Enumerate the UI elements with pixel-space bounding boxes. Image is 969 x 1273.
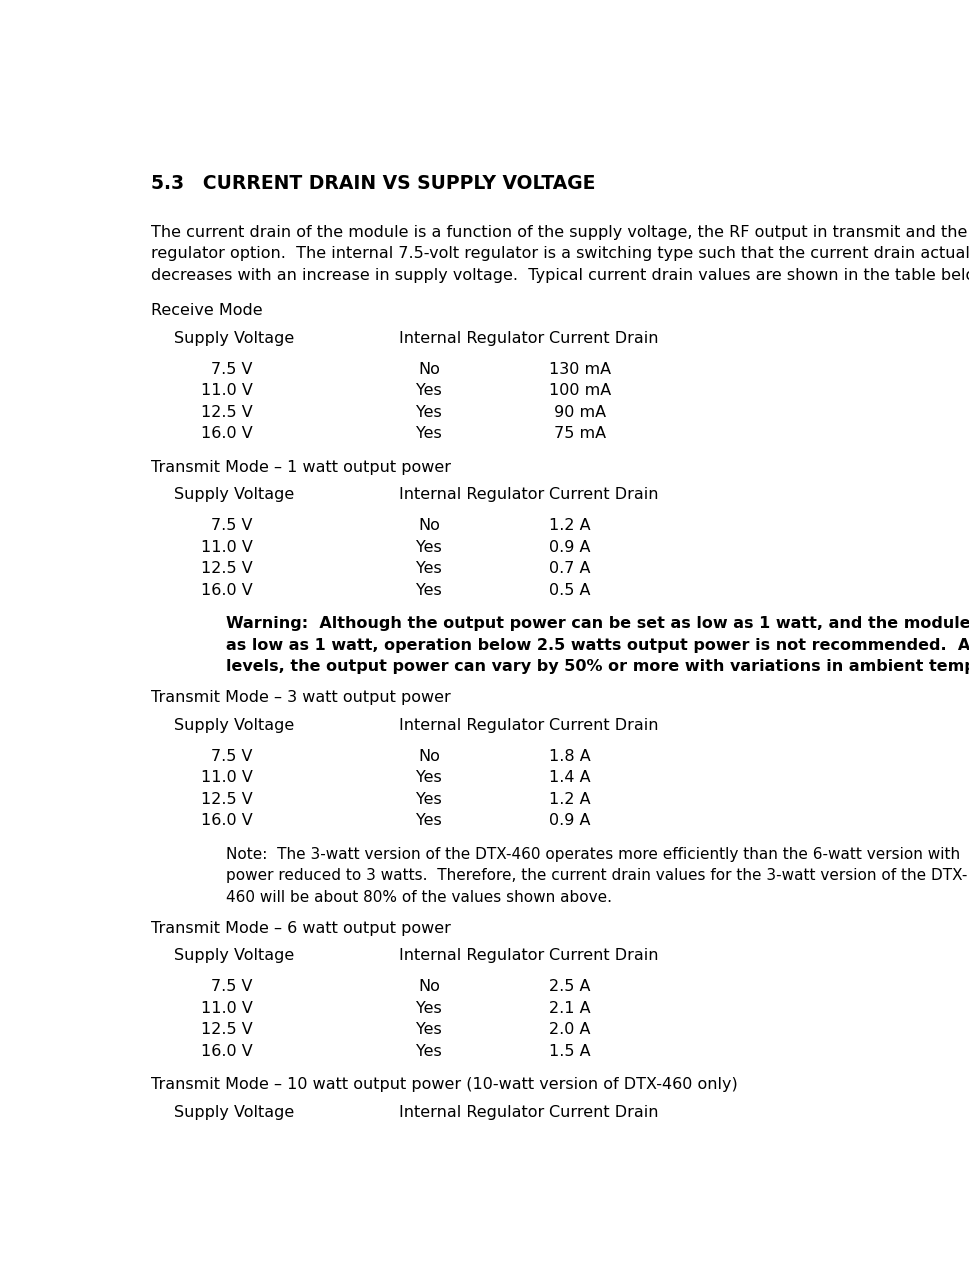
Text: power reduced to 3 watts.  Therefore, the current drain values for the 3-watt ve: power reduced to 3 watts. Therefore, the… [226,868,968,883]
Text: 11.0 V: 11.0 V [201,770,253,785]
Text: Internal Regulator: Internal Regulator [399,1105,545,1120]
Text: The current drain of the module is a function of the supply voltage, the RF outp: The current drain of the module is a fun… [151,224,967,239]
Text: No: No [418,518,440,533]
Text: 7.5 V: 7.5 V [211,362,253,377]
Text: regulator option.  The internal 7.5-volt regulator is a switching type such that: regulator option. The internal 7.5-volt … [151,246,969,261]
Text: 5.3 CURRENT DRAIN VS SUPPLY VOLTAGE: 5.3 CURRENT DRAIN VS SUPPLY VOLTAGE [151,174,596,193]
Text: Internal Regulator: Internal Regulator [399,488,545,503]
Text: 16.0 V: 16.0 V [201,1044,253,1059]
Text: Yes: Yes [416,770,442,785]
Text: Current Drain: Current Drain [549,1105,659,1120]
Text: No: No [418,362,440,377]
Text: Yes: Yes [416,792,442,807]
Text: Internal Regulator: Internal Regulator [399,331,545,346]
Text: 0.5 A: 0.5 A [549,583,591,598]
Text: 11.0 V: 11.0 V [201,383,253,398]
Text: 2.5 A: 2.5 A [549,979,591,994]
Text: Yes: Yes [416,405,442,420]
Text: Current Drain: Current Drain [549,718,659,733]
Text: 12.5 V: 12.5 V [201,405,253,420]
Text: Yes: Yes [416,813,442,829]
Text: Warning:  Although the output power can be set as low as 1 watt, and the module : Warning: Although the output power can b… [226,616,969,631]
Text: 11.0 V: 11.0 V [201,540,253,555]
Text: 1.2 A: 1.2 A [549,518,591,533]
Text: 90 mA: 90 mA [549,405,607,420]
Text: Receive Mode: Receive Mode [151,303,263,318]
Text: Supply Voltage: Supply Voltage [173,331,294,346]
Text: Supply Voltage: Supply Voltage [173,948,294,964]
Text: 460 will be about 80% of the values shown above.: 460 will be about 80% of the values show… [226,890,612,905]
Text: Current Drain: Current Drain [549,331,659,346]
Text: 1.5 A: 1.5 A [549,1044,591,1059]
Text: Yes: Yes [416,1044,442,1059]
Text: 0.9 A: 0.9 A [549,540,591,555]
Text: Note:  The 3-watt version of the DTX-460 operates more efficiently than the 6-wa: Note: The 3-watt version of the DTX-460 … [226,847,960,862]
Text: Current Drain: Current Drain [549,488,659,503]
Text: Transmit Mode – 1 watt output power: Transmit Mode – 1 watt output power [151,460,452,475]
Text: 1.2 A: 1.2 A [549,792,591,807]
Text: Supply Voltage: Supply Voltage [173,718,294,733]
Text: 1.8 A: 1.8 A [549,749,591,764]
Text: 16.0 V: 16.0 V [201,813,253,829]
Text: 7.5 V: 7.5 V [211,979,253,994]
Text: Internal Regulator: Internal Regulator [399,718,545,733]
Text: Yes: Yes [416,1001,442,1016]
Text: Internal Regulator: Internal Regulator [399,948,545,964]
Text: 1.4 A: 1.4 A [549,770,591,785]
Text: Yes: Yes [416,426,442,442]
Text: 16.0 V: 16.0 V [201,583,253,598]
Text: 2.1 A: 2.1 A [549,1001,591,1016]
Text: Yes: Yes [416,561,442,577]
Text: Yes: Yes [416,1022,442,1037]
Text: No: No [418,749,440,764]
Text: Yes: Yes [416,540,442,555]
Text: 2.0 A: 2.0 A [549,1022,591,1037]
Text: No: No [418,979,440,994]
Text: decreases with an increase in supply voltage.  Typical current drain values are : decreases with an increase in supply vol… [151,267,969,283]
Text: 100 mA: 100 mA [549,383,611,398]
Text: 0.9 A: 0.9 A [549,813,591,829]
Text: 11.0 V: 11.0 V [201,1001,253,1016]
Text: 75 mA: 75 mA [549,426,607,442]
Text: Current Drain: Current Drain [549,948,659,964]
Text: 0.7 A: 0.7 A [549,561,591,577]
Text: 7.5 V: 7.5 V [211,518,253,533]
Text: 12.5 V: 12.5 V [201,792,253,807]
Text: Yes: Yes [416,583,442,598]
Text: Yes: Yes [416,383,442,398]
Text: 12.5 V: 12.5 V [201,1022,253,1037]
Text: Transmit Mode – 6 watt output power: Transmit Mode – 6 watt output power [151,920,451,936]
Text: Supply Voltage: Supply Voltage [173,1105,294,1120]
Text: 130 mA: 130 mA [549,362,611,377]
Text: 12.5 V: 12.5 V [201,561,253,577]
Text: 7.5 V: 7.5 V [211,749,253,764]
Text: 16.0 V: 16.0 V [201,426,253,442]
Text: Transmit Mode – 3 watt output power: Transmit Mode – 3 watt output power [151,690,451,705]
Text: Supply Voltage: Supply Voltage [173,488,294,503]
Text: as low as 1 watt, operation below 2.5 watts output power is not recommended.  At: as low as 1 watt, operation below 2.5 wa… [226,638,969,653]
Text: Transmit Mode – 10 watt output power (10-watt version of DTX-460 only): Transmit Mode – 10 watt output power (10… [151,1077,738,1092]
Text: levels, the output power can vary by 50% or more with variations in ambient temp: levels, the output power can vary by 50%… [226,659,969,675]
